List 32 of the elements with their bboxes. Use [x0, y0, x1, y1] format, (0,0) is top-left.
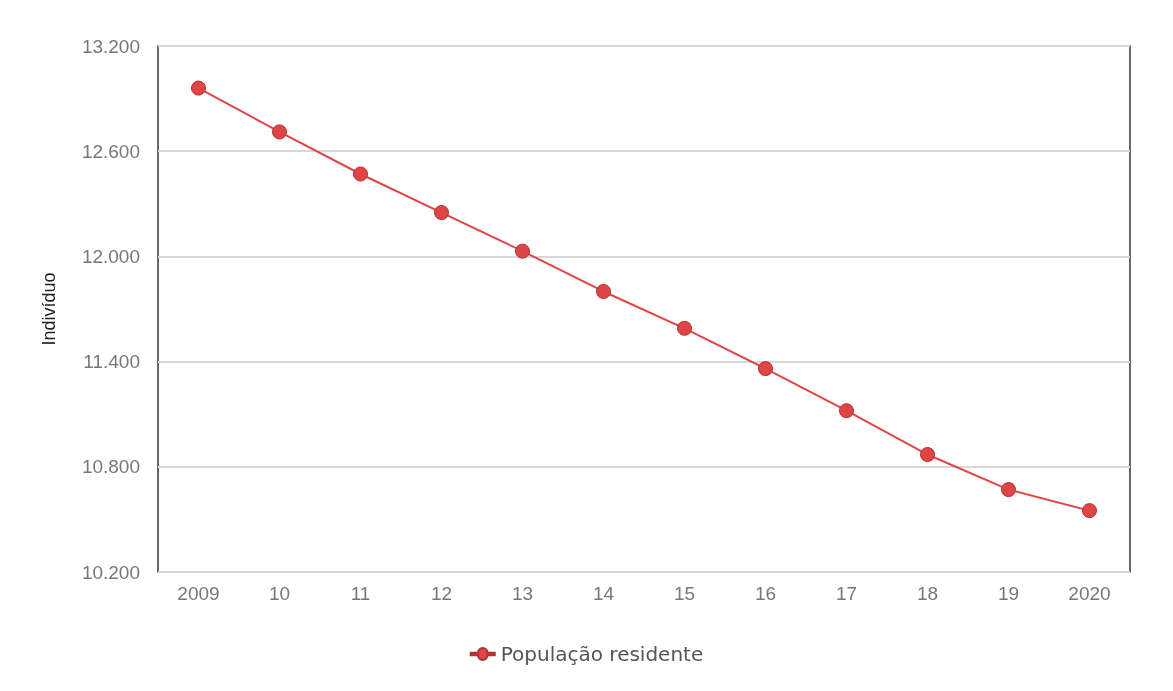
point: [758, 361, 773, 377]
x-tick-label: 2009: [177, 583, 220, 604]
point: [596, 283, 611, 299]
point: [839, 403, 854, 419]
x-tick-label: 19: [997, 583, 1020, 604]
x-tick-label: 18: [916, 583, 939, 604]
x-tick-label: 14: [592, 583, 615, 604]
y-axis-title: Indivíduo: [39, 272, 59, 346]
point: [191, 80, 206, 96]
x-tick-label: 13: [511, 583, 534, 604]
x-tick-label: 16: [754, 583, 777, 604]
legend-label: População residente: [500, 642, 704, 666]
point: [920, 447, 935, 463]
point: [353, 166, 368, 182]
y-tick-label: 12.000: [81, 245, 140, 267]
x-tick-label: 10: [268, 583, 291, 604]
y-tick-label: 11.400: [83, 351, 140, 373]
y-tick-label: 10.800: [81, 456, 140, 478]
point: [1082, 503, 1097, 519]
point: [1001, 482, 1016, 498]
y-tick-label: 12.600: [81, 140, 140, 162]
point: [515, 243, 530, 259]
y-tick-label: 10.200: [81, 561, 140, 583]
x-tick-label: 15: [673, 583, 696, 604]
point: [434, 205, 449, 221]
x-tick-label: 11: [350, 583, 371, 604]
point: [677, 320, 692, 336]
y-tick-label: 13.200: [81, 35, 140, 57]
x-tick-label: 2020: [1068, 583, 1111, 604]
x-tick-label: 12: [430, 583, 453, 604]
point: [272, 124, 287, 140]
x-tick-label: 17: [835, 583, 858, 604]
